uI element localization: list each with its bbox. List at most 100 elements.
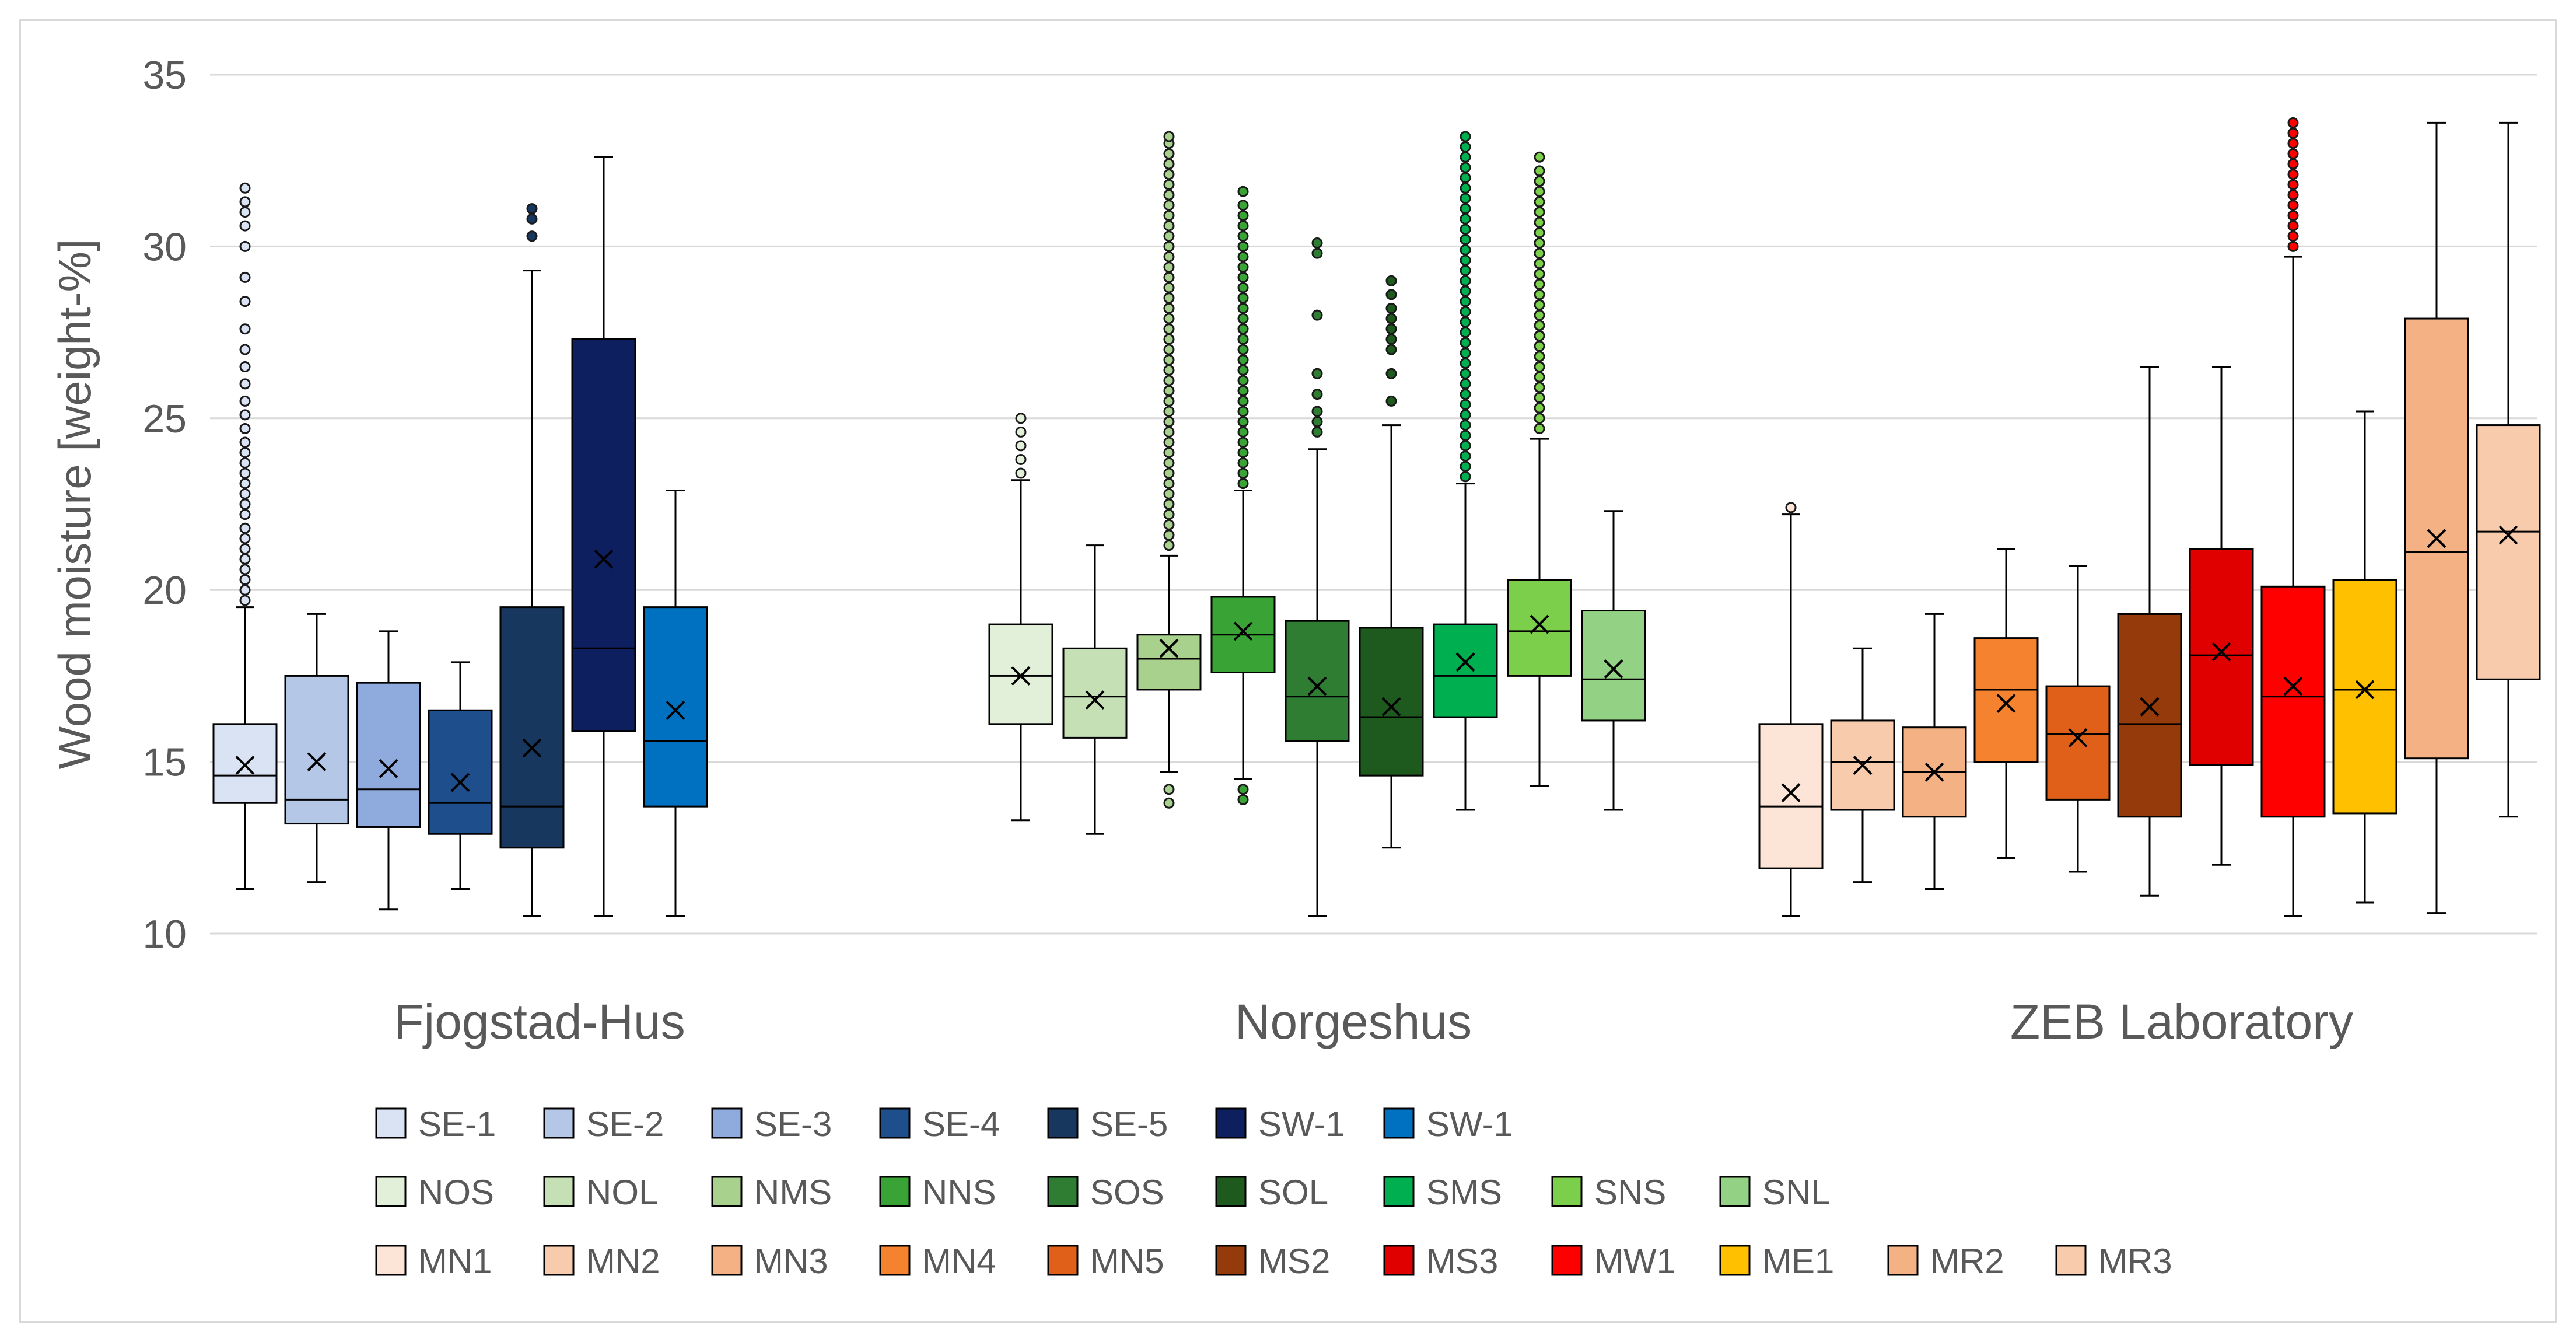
outlier-point <box>1534 299 1545 310</box>
mean-marker <box>1853 756 1873 775</box>
outlier-point <box>1534 196 1545 208</box>
outlier-point <box>1163 292 1175 304</box>
outlier-point <box>1015 413 1027 424</box>
outlier-point <box>1460 244 1471 256</box>
outlier-point <box>1534 176 1545 187</box>
box-SE-5 <box>499 606 565 849</box>
outlier-point <box>1237 344 1249 355</box>
outlier-point <box>1237 406 1249 417</box>
legend-label: NMS <box>754 1173 832 1212</box>
outlier-point <box>1163 498 1175 510</box>
box-MN5 <box>2045 685 2110 801</box>
outlier-point <box>239 196 251 208</box>
box-MS2 <box>2117 613 2182 818</box>
mean-marker <box>1604 659 1623 679</box>
outlier-point <box>2287 240 2299 252</box>
y-tick-label: 25 <box>142 397 187 441</box>
outlier-point <box>1311 368 1323 379</box>
outlier-point <box>1460 378 1471 390</box>
outlier-point <box>2287 138 2299 149</box>
outlier-point <box>1534 207 1545 218</box>
outlier-point <box>1163 488 1175 499</box>
legend-label: SW-1 <box>1258 1105 1345 1144</box>
outlier-point <box>1163 282 1175 293</box>
outlier-point <box>1534 371 1545 383</box>
legend-swatch <box>879 1176 911 1207</box>
mean-marker <box>1996 694 2016 713</box>
outlier-point <box>1460 450 1471 462</box>
legend-swatch <box>375 1107 407 1139</box>
legend-swatch <box>1551 1176 1583 1207</box>
legend-label: SMS <box>1426 1173 1502 1212</box>
outlier-point <box>1237 313 1249 324</box>
outlier-point <box>1237 467 1249 479</box>
outlier-point <box>239 457 251 469</box>
outlier-point <box>1534 268 1545 280</box>
box-ME1 <box>2332 579 2398 815</box>
outlier-point <box>239 478 251 490</box>
outlier-point <box>1237 292 1249 304</box>
outlier-point <box>1385 323 1397 335</box>
legend-label: SOL <box>1258 1173 1328 1212</box>
outlier-point <box>2287 117 2299 128</box>
legend-label: MS3 <box>1426 1242 1498 1281</box>
legend-swatch <box>879 1107 911 1139</box>
outlier-point <box>239 509 251 520</box>
legend-swatch <box>1551 1245 1583 1276</box>
outlier-point <box>239 447 251 459</box>
mean-marker <box>1781 783 1801 803</box>
legend-label: SE-2 <box>586 1105 664 1144</box>
outlier-point <box>1534 309 1545 321</box>
outlier-point <box>1163 209 1175 221</box>
outlier-point <box>1534 413 1545 424</box>
outlier-point <box>1163 240 1175 252</box>
outlier-point <box>1237 436 1249 448</box>
mean-marker <box>1381 697 1401 717</box>
mean-marker <box>2283 676 2303 696</box>
legend-label: MN5 <box>1090 1242 1164 1281</box>
mean-marker <box>1307 676 1327 696</box>
legend-label: MN1 <box>418 1242 492 1281</box>
outlier-point <box>1460 337 1471 348</box>
legend-swatch <box>1215 1176 1247 1207</box>
outlier-point <box>1460 420 1471 431</box>
outlier-point <box>1534 151 1545 163</box>
y-tick-label: 20 <box>142 568 187 613</box>
outlier-point <box>1163 509 1175 520</box>
legend-swatch <box>2055 1245 2087 1276</box>
mean-marker <box>2140 697 2160 717</box>
outlier-point <box>1237 385 1249 397</box>
category-label: ZEB Laboratory <box>2010 994 2353 1049</box>
outlier-point <box>239 584 251 596</box>
outlier-point <box>1163 169 1175 180</box>
outlier-point <box>1460 389 1471 400</box>
legend-swatch <box>1215 1107 1247 1139</box>
outlier-point <box>1785 502 1797 513</box>
outlier-point <box>1163 797 1175 809</box>
outlier-point <box>1460 131 1471 142</box>
outlier-point <box>1237 302 1249 314</box>
outlier-point <box>1460 151 1471 163</box>
outlier-point <box>239 182 251 194</box>
outlier-point <box>239 361 251 372</box>
outlier-point <box>1460 254 1471 266</box>
box-MN4 <box>1973 637 2039 763</box>
box-MR3 <box>2476 424 2541 680</box>
outlier-point <box>2287 179 2299 190</box>
outlier-point <box>239 409 251 421</box>
legend-swatch <box>375 1245 407 1276</box>
outlier-point <box>239 323 251 335</box>
mean-marker <box>1011 666 1031 686</box>
outlier-point <box>1237 209 1249 221</box>
box-NOS <box>988 623 1054 725</box>
outlier-point <box>1534 289 1545 300</box>
outlier-point <box>1460 234 1471 246</box>
outlier-point <box>1163 189 1175 201</box>
outlier-point <box>1534 227 1545 239</box>
outlier-point <box>239 436 251 448</box>
outlier-point <box>2287 209 2299 221</box>
legend-label: MR3 <box>2098 1242 2172 1281</box>
outlier-point <box>1237 251 1249 263</box>
outlier-point <box>1460 162 1471 173</box>
mean-marker <box>307 752 327 772</box>
